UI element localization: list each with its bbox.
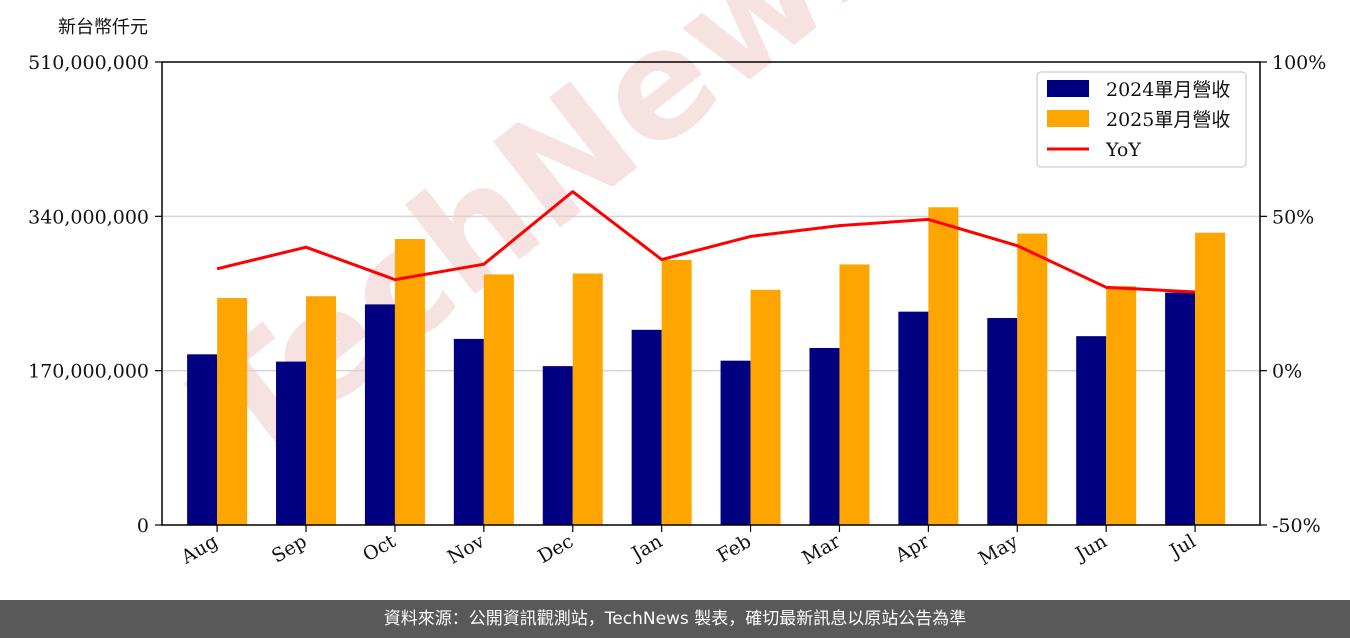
bar-2025-apr bbox=[928, 207, 959, 526]
bar-2025-nov bbox=[483, 274, 514, 525]
x-tick-label: Aug bbox=[177, 530, 222, 569]
y2-tick-label: 100% bbox=[1272, 52, 1326, 74]
bar-2025-jul bbox=[1195, 232, 1226, 526]
y-tick-label: 510,000,000 bbox=[28, 52, 149, 74]
plot-frame bbox=[161, 61, 1261, 526]
yoy-line bbox=[216, 190, 1196, 294]
x-tick-label: Dec bbox=[534, 530, 577, 568]
bar-2024-nov bbox=[453, 338, 484, 525]
bar-2025-may bbox=[1017, 233, 1048, 526]
bar-2025-jan bbox=[661, 259, 692, 525]
yoy-line-group bbox=[216, 190, 1196, 294]
bar-2024-apr bbox=[898, 311, 929, 525]
x-tick-label: Jun bbox=[1070, 530, 1111, 566]
bar-2025-oct bbox=[394, 239, 425, 525]
x-tick-label: Jan bbox=[626, 530, 666, 566]
revenue-chart: TechNews 0170,000,000340,000,000510,000,… bbox=[28, 0, 1326, 570]
x-tick-label: Feb bbox=[713, 530, 755, 567]
bar-2024-may bbox=[987, 318, 1018, 525]
x-tick-label: May bbox=[975, 530, 1022, 570]
y2-tick-label: -50% bbox=[1272, 515, 1321, 537]
x-tick-label: Nov bbox=[444, 530, 489, 569]
y-tick-label: 0 bbox=[137, 515, 149, 537]
legend-label-2024: 2024單月營收 bbox=[1106, 79, 1230, 101]
bar-2024-aug bbox=[187, 354, 218, 525]
y-axis-label: 新台幣仟元 bbox=[58, 17, 148, 38]
bar-2024-oct bbox=[364, 304, 395, 525]
bar-2024-feb bbox=[720, 360, 751, 525]
x-tick-label: Apr bbox=[891, 530, 934, 567]
legend-label-yoy: YoY bbox=[1105, 139, 1141, 161]
bar-2024-dec bbox=[542, 366, 573, 525]
legend-label-2025: 2025單月營收 bbox=[1106, 109, 1230, 131]
y2-tick-label: 0% bbox=[1272, 361, 1302, 383]
x-tick-label: Sep bbox=[268, 530, 311, 567]
y-tick-label: 340,000,000 bbox=[28, 206, 149, 228]
bar-2024-jul bbox=[1165, 292, 1196, 525]
legend-swatch-2024 bbox=[1047, 80, 1089, 97]
bar-2025-feb bbox=[750, 289, 781, 525]
right-axis: -50% 0% 50% 100% bbox=[1260, 52, 1326, 537]
bar-2025-dec bbox=[572, 273, 603, 525]
x-tick-label: Oct bbox=[359, 530, 400, 566]
bar-2024-jun bbox=[1076, 336, 1107, 525]
footer-source: 資料來源：公開資訊觀測站，TechNews 製表，確切最新訊息以原站公告為準 bbox=[0, 600, 1350, 638]
bar-2025-sep bbox=[306, 296, 337, 525]
bar-2024-mar bbox=[809, 347, 840, 525]
legend: 2024單月營收 2025單月營收 YoY bbox=[1036, 71, 1247, 168]
legend-swatch-2025 bbox=[1047, 110, 1089, 127]
bar-2025-jun bbox=[1106, 286, 1137, 525]
left-axis: 0 170,000,000 340,000,000 510,000,000 bbox=[28, 52, 162, 537]
x-tick-label: Mar bbox=[798, 530, 844, 569]
x-tick-label: Jul bbox=[1164, 530, 1199, 563]
bar-2025-aug bbox=[217, 298, 248, 525]
bars bbox=[187, 207, 1226, 526]
bar-2025-mar bbox=[839, 264, 870, 525]
x-axis: Aug Sep Oct Nov Dec Jan Feb Mar Apr May Jun Jul bbox=[177, 525, 1200, 570]
bar-2024-sep bbox=[276, 361, 307, 525]
bar-2024-jan bbox=[631, 329, 662, 525]
y2-tick-label: 50% bbox=[1272, 206, 1314, 228]
y-tick-label: 170,000,000 bbox=[28, 361, 149, 383]
legend-box bbox=[1036, 71, 1247, 168]
